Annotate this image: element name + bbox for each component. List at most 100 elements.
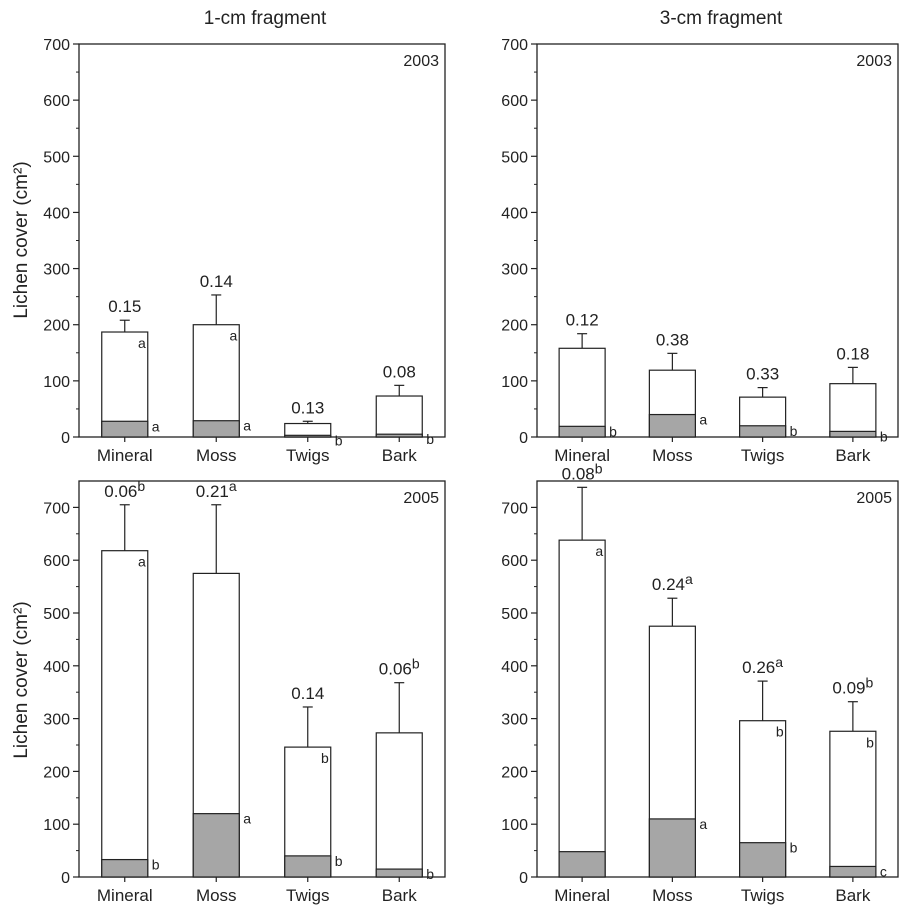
bar-total — [829, 730, 877, 878]
panel-year-label: 2003 — [856, 53, 892, 70]
bar-lower — [739, 425, 787, 438]
bar-lower — [829, 430, 877, 438]
y-tick-label: 0 — [519, 870, 528, 887]
significance-letter-top: b — [776, 724, 784, 740]
category-label: Twigs — [286, 446, 329, 465]
y-tick-label: 300 — [501, 262, 528, 279]
y-tick-label: 500 — [501, 606, 528, 623]
significance-letter-bottom: a — [243, 418, 251, 434]
panel-year-label: 2005 — [403, 490, 439, 507]
bar-lower — [284, 855, 332, 878]
y-tick-label: 0 — [61, 870, 70, 887]
significance-letter-bottom: a — [699, 816, 707, 832]
ratio-superscript: b — [412, 656, 420, 672]
ratio-label: 0.08b — [562, 460, 603, 483]
y-tick-label: 600 — [501, 93, 528, 110]
y-tick-label: 600 — [43, 93, 70, 110]
bar-total — [101, 550, 149, 878]
y-tick-label: 400 — [501, 659, 528, 676]
ratio-label: 0.26a — [742, 654, 783, 677]
significance-letter-bottom: b — [335, 853, 343, 869]
ratio-label: 0.12 — [566, 311, 599, 330]
y-tick-label: 400 — [43, 659, 70, 676]
significance-letter-bottom: c — [880, 863, 887, 879]
category-label: Bark — [382, 886, 417, 905]
significance-letter-bottom: b — [790, 423, 798, 439]
bar-total — [101, 331, 149, 438]
column-title-3cm: 3-cm fragment — [660, 8, 783, 29]
y-tick-label: 300 — [43, 712, 70, 729]
significance-letter-bottom: b — [790, 840, 798, 856]
bar-lower — [558, 425, 606, 438]
bar-lower — [284, 434, 332, 438]
bar-total — [192, 324, 240, 438]
y-tick-label: 500 — [43, 149, 70, 166]
category-label: Moss — [652, 886, 693, 905]
column-title-1cm: 1-cm fragment — [204, 8, 327, 29]
bar-lower — [739, 842, 787, 878]
y-tick-label: 0 — [61, 430, 70, 447]
bar-lower — [829, 865, 877, 878]
ratio-label: 0.24a — [652, 571, 693, 594]
ratio-superscript: a — [229, 478, 237, 494]
significance-letter-bottom: b — [880, 428, 888, 444]
significance-letter-bottom: b — [426, 431, 434, 447]
y-tick-label: 600 — [43, 553, 70, 570]
ratio-label: 0.21a — [196, 478, 237, 501]
y-tick-label: 400 — [43, 205, 70, 222]
y-tick-label: 700 — [43, 37, 70, 54]
bar-total — [375, 395, 423, 438]
y-tick-label: 700 — [501, 37, 528, 54]
bar-total — [558, 347, 606, 438]
bar-lower — [101, 420, 149, 438]
ratio-label: 0.18 — [836, 344, 869, 363]
category-label: Twigs — [741, 446, 784, 465]
bar-lower — [101, 858, 149, 878]
category-label: Moss — [196, 446, 237, 465]
bar-total — [558, 539, 606, 878]
category-label: Moss — [196, 886, 237, 905]
chart-panel-1: 0 100 200 300 400 500 600 700 2003 Mineral a a 0.15 M… — [43, 37, 446, 465]
ratio-label: 0.15 — [108, 297, 141, 316]
significance-letter-bottom: b — [152, 857, 160, 873]
category-label: Twigs — [286, 886, 329, 905]
y-tick-label: 500 — [43, 606, 70, 623]
significance-letter-top: a — [138, 335, 146, 351]
ratio-label: 0.14 — [200, 272, 233, 291]
category-label: Bark — [835, 886, 870, 905]
y-tick-label: 100 — [43, 817, 70, 834]
significance-letter-bottom: a — [243, 811, 251, 827]
significance-letter-top: a — [138, 554, 146, 570]
bar-lower — [192, 813, 240, 878]
significance-letter-top: b — [866, 734, 874, 750]
ratio-superscript: b — [595, 460, 603, 476]
significance-letter-top: a — [595, 543, 603, 559]
ratio-superscript: a — [685, 571, 693, 587]
bar-lower — [375, 433, 423, 438]
significance-letter-top: b — [321, 750, 329, 766]
y-tick-label: 700 — [501, 500, 528, 517]
category-label: Bark — [382, 446, 417, 465]
y-tick-label: 0 — [519, 430, 528, 447]
y-axis-label-top: Lichen cover (cm²) — [11, 161, 32, 318]
y-tick-label: 100 — [43, 374, 70, 391]
ratio-superscript: b — [137, 478, 145, 494]
category-label: Twigs — [741, 886, 784, 905]
bar-lower — [375, 868, 423, 878]
significance-letter-top: a — [229, 328, 237, 344]
y-tick-label: 600 — [501, 553, 528, 570]
bar-total — [375, 732, 423, 878]
ratio-label: 0.38 — [656, 330, 689, 349]
y-tick-label: 200 — [43, 318, 70, 335]
chart-panel-4: 0 100 200 300 400 500 600 700 2005 Mineral a 0.08b M… — [501, 460, 899, 905]
bar-total — [829, 383, 877, 438]
y-tick-label: 700 — [43, 500, 70, 517]
bar-lower — [648, 413, 696, 438]
ratio-superscript: b — [866, 675, 874, 691]
y-axis-label-bottom: Lichen cover (cm²) — [11, 601, 32, 758]
significance-letter-bottom: a — [699, 412, 707, 428]
y-tick-label: 100 — [501, 817, 528, 834]
category-label: Mineral — [97, 446, 153, 465]
